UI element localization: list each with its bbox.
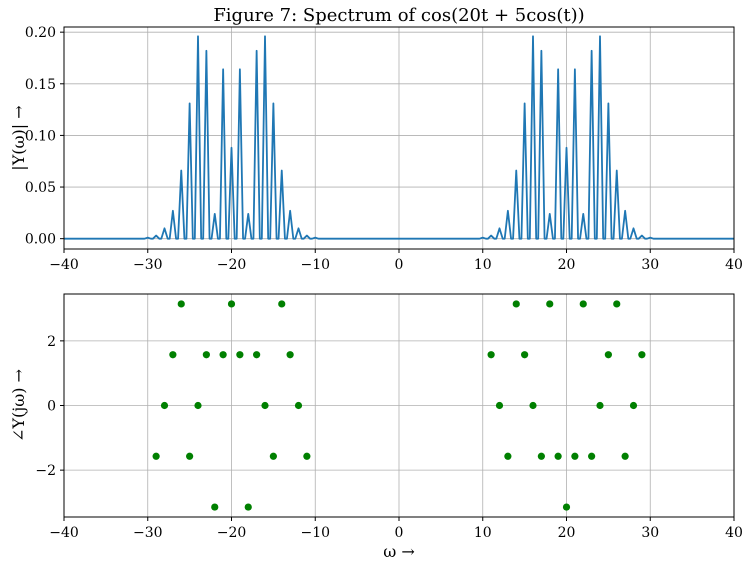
x-tick-label: 30 <box>641 525 659 541</box>
y-tick-label: 0.20 <box>25 25 56 41</box>
phase-point <box>236 351 243 358</box>
phase-point <box>496 402 503 409</box>
x-tick-label: −20 <box>217 525 247 541</box>
phase-point <box>563 503 570 510</box>
phase-point <box>270 453 277 460</box>
phase-point <box>253 351 260 358</box>
phase-point <box>488 351 495 358</box>
phase-point <box>228 300 235 307</box>
phase-point <box>605 351 612 358</box>
magnitude-spectrum-panel: −40 −30 −20 −10 0 10 20 30 40 0.00 0.05 0.10 0.15 0.2… <box>9 5 743 273</box>
phase-point <box>261 402 268 409</box>
x-axis-label: ω → <box>383 542 415 561</box>
y-tick-label: −2 <box>35 463 56 479</box>
phase-point <box>571 453 578 460</box>
x-tick-label: −10 <box>300 257 330 273</box>
x-tick-label: 20 <box>558 257 576 273</box>
phase-point <box>529 402 536 409</box>
x-tick-label: 30 <box>641 257 659 273</box>
phase-point <box>555 453 562 460</box>
x-tick-label: 10 <box>474 257 492 273</box>
phase-point <box>303 453 310 460</box>
x-tick-label: 0 <box>395 257 404 273</box>
phase-point <box>596 402 603 409</box>
phase-point <box>169 351 176 358</box>
x-tick-label: 10 <box>474 525 492 541</box>
x-tick-label: −20 <box>217 257 247 273</box>
y-tick-label: 0.00 <box>25 232 56 248</box>
y-tick-label: 0 <box>47 399 56 415</box>
y-tick-label: 0.05 <box>25 180 56 196</box>
y-tick-label: 0.10 <box>25 128 56 144</box>
phase-point <box>630 402 637 409</box>
phase-point <box>638 351 645 358</box>
phase-point <box>295 402 302 409</box>
y-tick-label: 0.15 <box>25 77 56 93</box>
phase-point <box>504 453 511 460</box>
x-tick-label: 40 <box>725 257 743 273</box>
y-tick-label: 2 <box>47 334 56 350</box>
x-tick-label: −10 <box>300 525 330 541</box>
x-tick-label: 40 <box>725 525 743 541</box>
y-axis-label: |Y(ω)| → <box>9 105 28 170</box>
phase-point <box>588 453 595 460</box>
x-tick-label: −30 <box>133 525 163 541</box>
phase-point <box>622 453 629 460</box>
x-tick-label: 0 <box>395 525 404 541</box>
phase-point <box>211 503 218 510</box>
phase-point <box>161 402 168 409</box>
y-axis-label: ∠Y(jω) → <box>9 369 28 442</box>
phase-point <box>153 453 160 460</box>
phase-point <box>220 351 227 358</box>
phase-point <box>538 453 545 460</box>
phase-point <box>186 453 193 460</box>
phase-point <box>245 503 252 510</box>
phase-point <box>546 300 553 307</box>
phase-point <box>580 300 587 307</box>
x-tick-label: 20 <box>558 525 576 541</box>
phase-point <box>203 351 210 358</box>
phase-point <box>521 351 528 358</box>
phase-point <box>278 300 285 307</box>
phase-point <box>178 300 185 307</box>
x-tick-label: −40 <box>49 525 79 541</box>
x-tick-label: −40 <box>49 257 79 273</box>
x-tick-label: −30 <box>133 257 163 273</box>
phase-point <box>613 300 620 307</box>
chart-title: Figure 7: Spectrum of cos(20t + 5cos(t)) <box>213 5 584 26</box>
phase-point <box>287 351 294 358</box>
phase-point <box>194 402 201 409</box>
phase-point <box>513 300 520 307</box>
grid-lines <box>64 27 734 249</box>
